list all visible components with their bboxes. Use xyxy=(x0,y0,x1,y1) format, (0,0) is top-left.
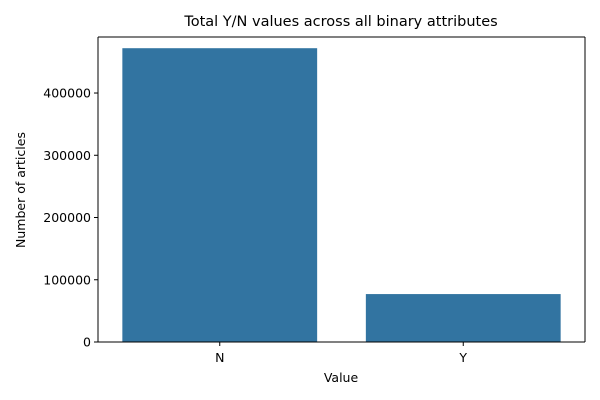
y-tick-label: 100000 xyxy=(43,272,91,287)
x-tick-label-y: Y xyxy=(458,350,467,365)
y-tick-label: 0 xyxy=(83,335,91,350)
y-tick-label: 200000 xyxy=(43,210,91,225)
bar-n xyxy=(122,48,318,342)
x-axis-label: Value xyxy=(324,370,359,385)
y-axis-ticks: 0 100000 200000 300000 400000 xyxy=(43,86,98,350)
bar-y xyxy=(365,294,561,342)
y-tick-label: 400000 xyxy=(43,86,91,101)
x-tick-label-n: N xyxy=(215,350,224,365)
chart-title: Total Y/N values across all binary attri… xyxy=(183,14,497,30)
y-tick-label: 300000 xyxy=(43,148,91,163)
bars-group xyxy=(122,48,561,342)
y-axis-label: Number of articles xyxy=(13,132,28,248)
